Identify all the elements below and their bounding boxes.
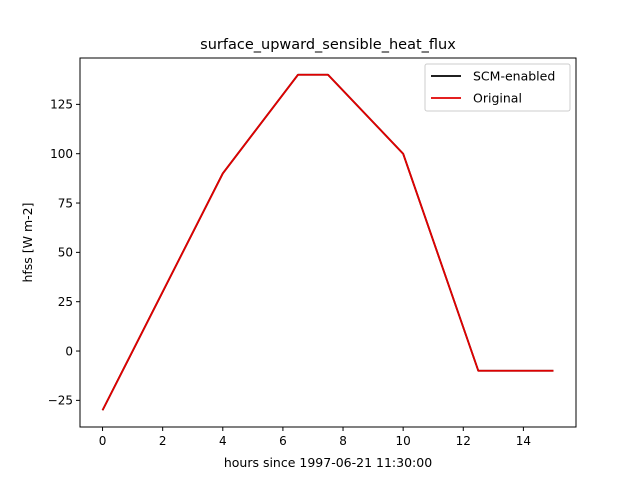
x-tick-label: 4 — [219, 434, 227, 448]
legend-label-scm-enabled: SCM-enabled — [473, 69, 555, 84]
legend-label-original: Original — [473, 91, 522, 106]
series-line-original — [101, 73, 554, 411]
x-tick-label: 2 — [159, 434, 167, 448]
x-tick-label: 10 — [396, 434, 411, 448]
legend: SCM-enabled Original — [424, 63, 571, 112]
y-tick-label: 75 — [58, 196, 73, 210]
y-tick-label: −25 — [48, 394, 73, 408]
y-axis-label: hfss [W m-2] — [20, 202, 35, 282]
plot-series-group — [101, 73, 554, 411]
y-tick-label: 25 — [58, 295, 73, 309]
y-tick-label: 0 — [65, 344, 73, 358]
x-tick-label: 12 — [456, 434, 471, 448]
y-tick-label: 50 — [58, 246, 73, 260]
y-tick-label: 125 — [50, 98, 73, 112]
chart-title: surface_upward_sensible_heat_flux — [200, 37, 456, 53]
x-tick-label: 8 — [339, 434, 347, 448]
legend-box — [424, 63, 571, 112]
x-tick-label: 14 — [516, 434, 531, 448]
x-tick-label: 0 — [99, 434, 107, 448]
y-tick-label: 100 — [50, 147, 73, 161]
x-axis-label: hours since 1997-06-21 11:30:00 — [224, 455, 432, 470]
x-tick-label: 6 — [279, 434, 287, 448]
series-line-scm-enabled — [101, 73, 554, 411]
plot-frame — [79, 57, 577, 428]
axis-ticks-group: 0 2 4 6 8 10 12 14 −25 0 25 50 75 100 125 — [48, 98, 531, 448]
